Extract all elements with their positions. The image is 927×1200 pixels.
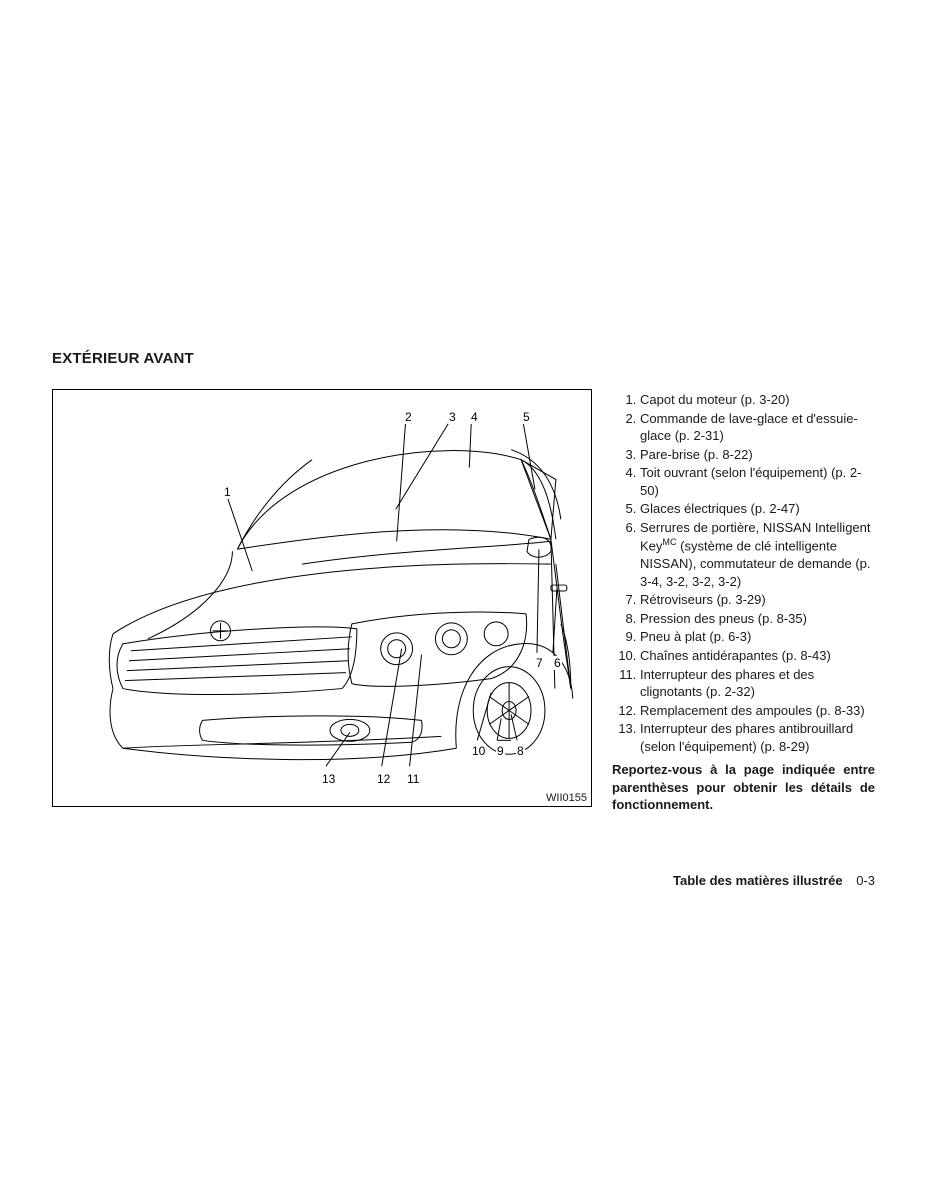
- callout-9: 9: [496, 744, 505, 758]
- section-heading: EXTÉRIEUR AVANT: [52, 350, 875, 367]
- legend-item: Remplacement des ampoules (p. 8-33): [640, 702, 875, 720]
- page-footer: Table des matières illustrée 0-3: [673, 873, 875, 888]
- reference-note: Reportez-vous à la page indiquée entre p…: [612, 761, 875, 814]
- footer-section-title: Table des matières illustrée: [673, 873, 843, 888]
- trademark-sup: MC: [662, 537, 676, 547]
- content-row: 1 2 3 4 5 6 7 8 9 10 11 12 13 WII0155 Ca…: [52, 389, 875, 814]
- legend-item: Interrupteur des phares antibrouillard (…: [640, 720, 875, 755]
- callout-12: 12: [376, 772, 391, 786]
- legend-item: Chaînes antidérapantes (p. 8-43): [640, 647, 875, 665]
- legend-column: Capot du moteur (p. 3-20) Commande de la…: [612, 389, 875, 814]
- callout-3: 3: [448, 410, 457, 424]
- legend-item: Rétroviseurs (p. 3-29): [640, 591, 875, 609]
- callout-10: 10: [471, 744, 486, 758]
- legend-item: Pneu à plat (p. 6-3): [640, 628, 875, 646]
- legend-item: Interrupteur des phares et des clignotan…: [640, 666, 875, 701]
- footer-page-number: 0-3: [856, 873, 875, 888]
- callout-2: 2: [404, 410, 413, 424]
- legend-item: Serrures de portière, NISSAN Intelligent…: [640, 519, 875, 591]
- callout-1: 1: [223, 485, 232, 499]
- vehicle-illustration: 1 2 3 4 5 6 7 8 9 10 11 12 13 WII0155: [52, 389, 592, 807]
- legend-list: Capot du moteur (p. 3-20) Commande de la…: [612, 391, 875, 755]
- callout-6: 6: [553, 656, 562, 670]
- vehicle-line-art: [53, 390, 591, 806]
- legend-item: Glaces électriques (p. 2-47): [640, 500, 875, 518]
- legend-item: Toit ouvrant (selon l'équipement) (p. 2-…: [640, 464, 875, 499]
- callout-8: 8: [516, 744, 525, 758]
- callout-7: 7: [535, 656, 544, 670]
- legend-item: Pare-brise (p. 8-22): [640, 446, 875, 464]
- callout-11: 11: [406, 772, 420, 786]
- legend-item: Capot du moteur (p. 3-20): [640, 391, 875, 409]
- legend-item: Commande de lave-glace et d'essuie-glace…: [640, 410, 875, 445]
- callout-13: 13: [321, 772, 336, 786]
- callout-5: 5: [522, 410, 531, 424]
- callout-4: 4: [470, 410, 479, 424]
- figure-id-label: WII0155: [546, 792, 587, 804]
- legend-item: Pression des pneus (p. 8-35): [640, 610, 875, 628]
